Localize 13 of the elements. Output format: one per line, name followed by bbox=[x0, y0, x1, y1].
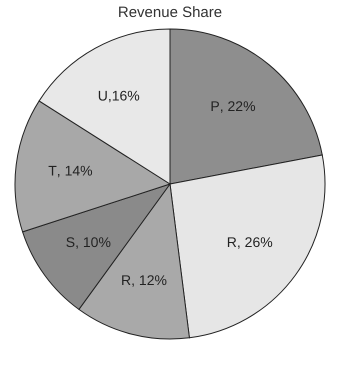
slice-label: U bbox=[98, 87, 108, 104]
data-label: , 10% bbox=[75, 234, 111, 250]
slice-label: R bbox=[226, 234, 237, 250]
chart-title: Revenue Share bbox=[118, 4, 222, 21]
data-label: , 26% bbox=[236, 234, 273, 250]
slice-label: P bbox=[210, 98, 220, 114]
data-label: ,16% bbox=[108, 87, 140, 104]
data-label: , 22% bbox=[220, 98, 256, 114]
slice-label: S bbox=[66, 234, 76, 250]
data-label: , 12% bbox=[131, 272, 167, 288]
slice-label: T bbox=[48, 162, 58, 178]
slice-label: R bbox=[121, 272, 132, 288]
data-label: , 14% bbox=[56, 162, 93, 178]
